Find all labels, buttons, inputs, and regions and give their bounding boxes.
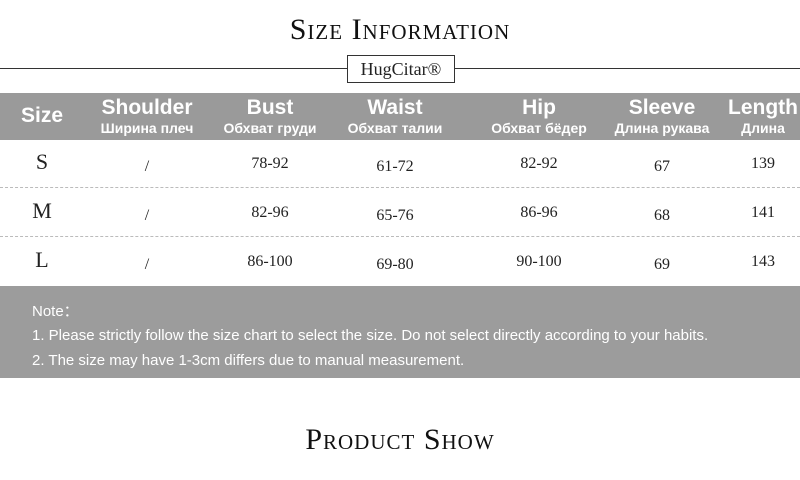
table-cell: 61-72 (376, 158, 414, 175)
column-subheader: Длина рукава (614, 120, 710, 136)
size-label: M (32, 198, 52, 223)
note-heading: Note： (32, 303, 79, 320)
column-subheader: Обхват груди (223, 120, 317, 136)
size-label: S (35, 149, 49, 174)
note-item: 1. Please strictly follow the size chart… (32, 327, 709, 344)
column-subheader: Длина (741, 120, 785, 136)
table-cell: 78-92 (251, 155, 289, 172)
table-cell: / (144, 207, 150, 224)
column-subheader: Обхват талии (347, 120, 443, 136)
table-cell: / (144, 256, 150, 273)
row-separator (0, 236, 800, 237)
section-title: Product Show (305, 423, 495, 456)
column-header: Bust (246, 96, 294, 119)
table-cell: 82-96 (251, 204, 289, 221)
table-cell: 65-76 (376, 207, 414, 224)
table-cell: 69 (654, 256, 670, 273)
table-cell: 139 (751, 155, 775, 172)
column-header: Sleeve (628, 96, 696, 119)
column-subheader: Ширина плеч (100, 120, 194, 136)
table-cell: / (144, 158, 150, 175)
note-item: 2. The size may have 1-3cm differs due t… (32, 352, 465, 369)
table-cell: 68 (654, 207, 670, 224)
column-header: Length (728, 96, 798, 119)
table-cell: 141 (751, 204, 775, 221)
column-header: Waist (367, 96, 423, 119)
table-header (0, 93, 800, 140)
column-header: Shoulder (101, 96, 193, 119)
table-cell: 69-80 (376, 256, 414, 273)
table-cell: 67 (654, 158, 670, 175)
column-header: Size (20, 104, 64, 127)
column-header: Hip (522, 96, 556, 119)
size-label: L (35, 247, 49, 272)
column-subheader: Обхват бёдер (491, 120, 587, 136)
page-title: Size Information (289, 13, 511, 46)
table-cell: 86-96 (520, 204, 558, 221)
table-cell: 90-100 (516, 253, 562, 270)
table-cell: 143 (751, 253, 775, 270)
table-cell: 86-100 (247, 253, 293, 270)
table-cell: 82-92 (520, 155, 558, 172)
brand: HugCitar® (347, 55, 455, 83)
notes-box (0, 286, 800, 378)
row-separator (0, 187, 800, 188)
